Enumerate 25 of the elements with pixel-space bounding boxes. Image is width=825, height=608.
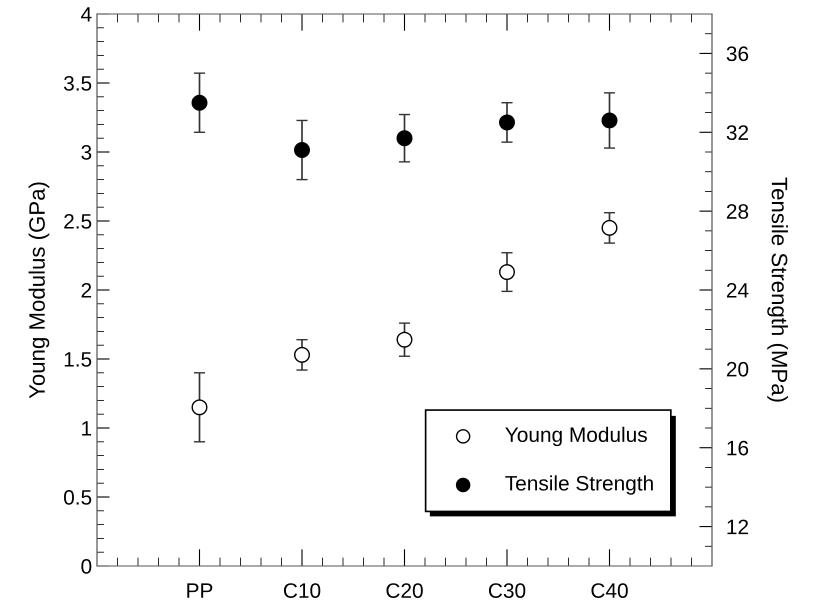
- legend-label: Tensile Strength: [505, 475, 653, 495]
- y2-tick-label: 36: [726, 46, 748, 62]
- x-tick-label: C20: [386, 583, 423, 598]
- y-tick-label: 2.5: [64, 214, 92, 229]
- x-tick-label: PP: [187, 583, 212, 598]
- y2-tick-label: 20: [726, 362, 748, 377]
- y-tick-label: 3.5: [64, 76, 92, 91]
- y2-axis-title: Tensile Strength (MPa): [767, 178, 788, 402]
- y2-tick-label: 12: [727, 520, 748, 534]
- y-axis-title: Young Modulus (GPa): [28, 182, 50, 398]
- y-tick-label: 1: [82, 421, 92, 436]
- y2-tick-label: 32: [726, 125, 748, 140]
- y-tick-label: 3: [81, 145, 92, 160]
- y-tick-label: 0.5: [64, 490, 92, 505]
- y-tick-label: 4: [81, 7, 92, 22]
- y-tick-label: 0: [81, 559, 92, 574]
- legend-label: Young Modulus: [505, 426, 647, 446]
- x-tick-label: C30: [488, 583, 526, 598]
- y2-tick-label: 24: [726, 283, 748, 298]
- y-tick-label: 1.5: [64, 352, 92, 367]
- y2-tick-label: 28: [726, 204, 748, 219]
- y2-tick-label: 16: [727, 440, 748, 456]
- y-tick-label: 2: [82, 283, 92, 298]
- x-tick-label: C40: [591, 583, 628, 598]
- x-tick-label: C10: [284, 583, 320, 598]
